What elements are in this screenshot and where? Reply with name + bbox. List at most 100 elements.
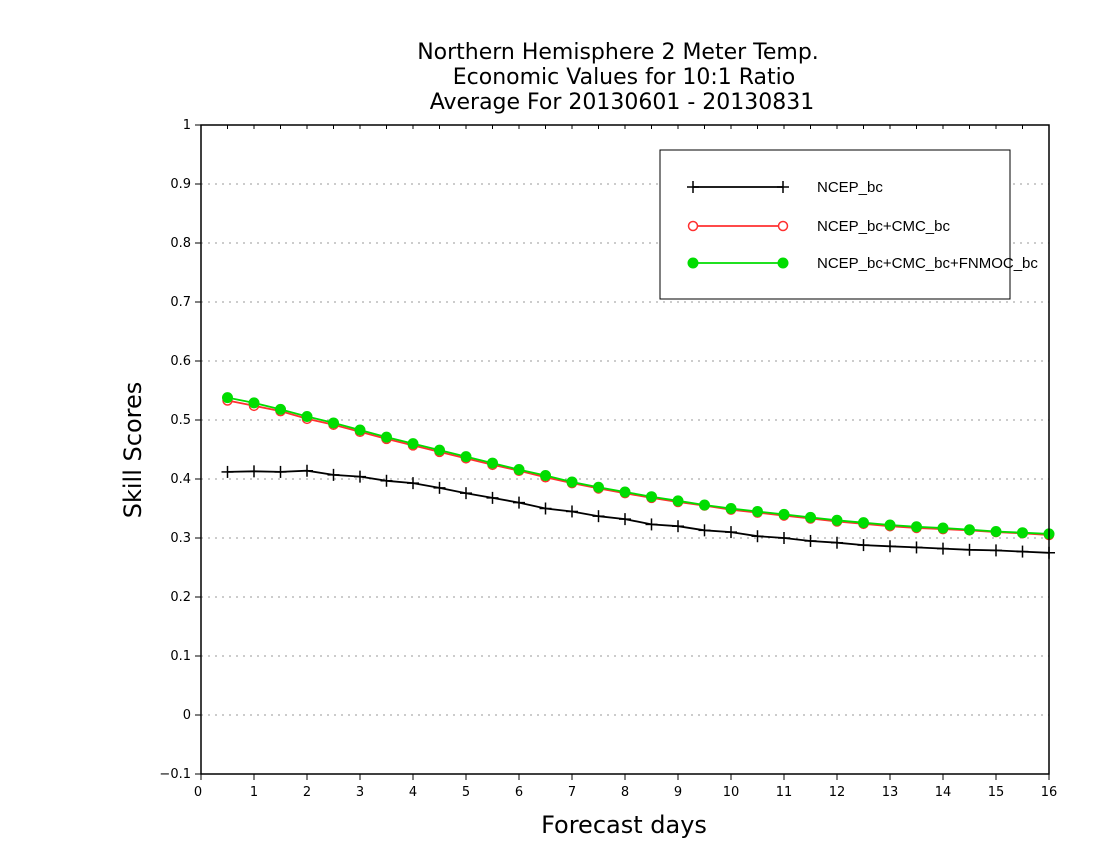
data-point: [672, 495, 684, 507]
data-point: [407, 438, 419, 450]
data-point: [725, 503, 737, 514]
x-tick-label: 10: [723, 785, 740, 800]
data-point: [884, 540, 896, 553]
data-point: [752, 505, 763, 517]
data-point: [778, 532, 790, 544]
data-point: [964, 524, 975, 536]
data-point: [460, 451, 472, 463]
data-point: [911, 521, 922, 533]
data-point: [222, 392, 233, 404]
data-point: [963, 543, 976, 556]
legend-label: NCEP_bc: [817, 179, 883, 196]
data-point: [433, 481, 446, 494]
data-point: [698, 524, 711, 537]
y-tick-label: 0.6: [170, 354, 191, 369]
data-point: [539, 502, 552, 515]
series-3: [222, 392, 1055, 540]
data-point: [540, 469, 551, 481]
data-point: [910, 541, 923, 554]
grid-lines: [201, 183, 1049, 716]
x-axis-ticks: 0 1 2 3 4 5 6 7 8 9 10 11 12 13 14 15 16: [194, 125, 1057, 800]
data-point: [672, 520, 684, 533]
legend-label: NCEP_bc+CMC_bc+FNMOC_bc: [817, 255, 1038, 272]
series-layer: [221, 392, 1055, 559]
data-point: [645, 518, 658, 531]
y-tick-label: 0.5: [170, 413, 191, 428]
data-point: [328, 417, 339, 429]
x-tick-label: 2: [303, 785, 311, 800]
data-point: [274, 465, 287, 478]
y-tick-label: −0.1: [159, 767, 191, 782]
data-point: [804, 534, 817, 547]
series-2: [222, 395, 1055, 541]
data-point: [699, 499, 710, 511]
data-point: [513, 496, 525, 509]
legend-marker: [687, 220, 699, 232]
legend-marker: [687, 257, 699, 269]
data-point: [380, 474, 393, 487]
data-point: [434, 444, 445, 456]
data-point: [301, 464, 313, 477]
data-point: [407, 477, 419, 490]
legend-marker: [777, 220, 789, 232]
data-point: [301, 410, 313, 422]
x-tick-label: 6: [515, 785, 523, 800]
series-1: [221, 464, 1055, 559]
data-point: [990, 544, 1002, 557]
data-point: [778, 508, 790, 520]
data-point: [221, 465, 234, 478]
x-tick-label: 12: [829, 785, 846, 800]
legend: NCEP_bc NCEP_bc+CMC_bc NCEP_bc+CMC_bc+FNMO…: [659, 149, 1038, 300]
x-tick-label: 7: [568, 785, 576, 800]
y-tick-label: 0.3: [170, 531, 191, 546]
legend-marker: [777, 181, 789, 193]
data-point: [513, 464, 525, 476]
data-point: [990, 526, 1002, 538]
x-tick-label: 4: [409, 785, 417, 800]
y-tick-label: 0.8: [170, 236, 191, 251]
x-tick-label: 16: [1041, 785, 1058, 800]
data-point: [805, 511, 816, 523]
x-tick-label: 13: [882, 785, 899, 800]
x-tick-label: 14: [935, 785, 952, 800]
x-axis-label: Forecast days: [541, 811, 707, 839]
series-line: [227, 396, 1050, 535]
x-tick-label: 9: [674, 785, 682, 800]
data-point: [275, 403, 286, 415]
x-tick-label: 11: [776, 785, 793, 800]
legend-marker: [687, 181, 699, 193]
data-point: [884, 519, 896, 531]
data-point: [751, 530, 764, 543]
data-point: [937, 522, 949, 534]
data-point: [566, 505, 578, 518]
data-point: [354, 424, 366, 436]
data-point: [937, 542, 949, 555]
data-point: [831, 536, 843, 549]
data-point: [619, 513, 631, 526]
data-point: [1016, 545, 1029, 558]
legend-box: [659, 149, 1011, 300]
y-tick-label: 1: [183, 118, 191, 133]
x-tick-label: 15: [988, 785, 1005, 800]
data-point: [248, 397, 260, 409]
y-tick-label: 0.2: [170, 590, 191, 605]
data-point: [327, 468, 340, 481]
data-point: [354, 470, 366, 483]
y-tick-label: 0.9: [170, 177, 191, 192]
y-axis-label: Skill Scores: [119, 382, 147, 519]
data-point: [566, 476, 578, 488]
data-point: [487, 457, 498, 469]
series-line: [227, 399, 1050, 536]
y-axis-ticks: −0.1 0 0.1 0.2 0.3 0.4 0.5 0.6 0.7 0.8 0.9 1: [159, 118, 201, 782]
y-tick-label: 0.1: [170, 649, 191, 664]
data-point: [857, 539, 870, 552]
data-point: [831, 514, 843, 526]
data-point: [619, 486, 631, 498]
chart-title-line-2: Economic Values for 10:1 Ratio: [453, 65, 795, 90]
x-tick-label: 0: [194, 785, 202, 800]
legend-marker: [777, 257, 789, 269]
legend-label: NCEP_bc+CMC_bc: [817, 218, 950, 235]
chart-title-line-1: Northern Hemisphere 2 Meter Temp.: [417, 40, 819, 65]
y-tick-label: 0.7: [170, 295, 191, 310]
data-point: [1017, 527, 1028, 539]
